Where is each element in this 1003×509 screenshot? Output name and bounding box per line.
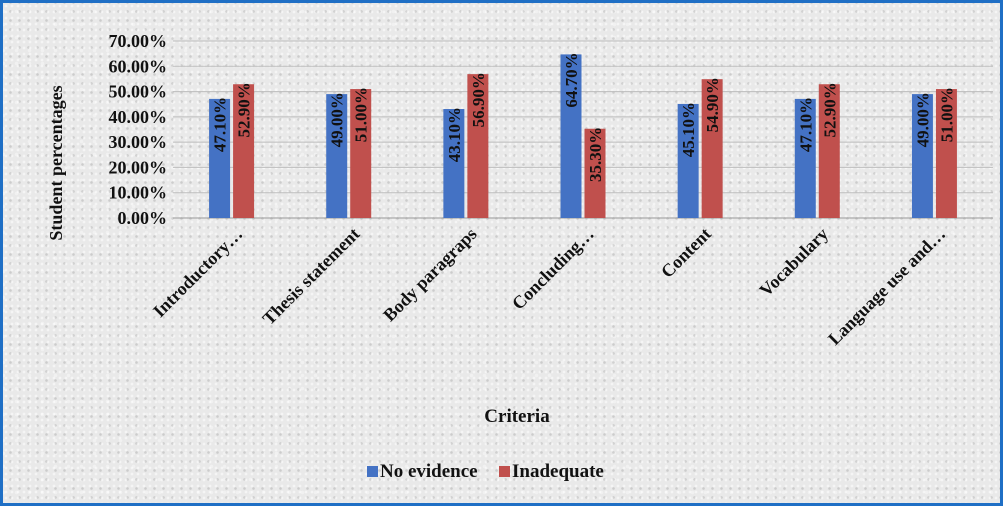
legend-entry: Inadequate (512, 461, 604, 482)
legend-swatch (499, 466, 510, 477)
data-label: 52.90% (235, 82, 254, 137)
data-label: 51.00% (352, 87, 371, 142)
y-tick-label: 0.00% (118, 208, 168, 228)
x-tick-label: Concluding… (508, 224, 598, 314)
y-tick-label: 30.00% (109, 132, 168, 152)
data-label: 49.00% (913, 92, 932, 147)
x-axis-label: Criteria (484, 406, 550, 427)
x-tick-label: Language use and… (824, 224, 949, 349)
y-tick-label: 60.00% (109, 56, 168, 76)
y-axis-label: Student percentages (46, 85, 66, 240)
data-label: 52.90% (820, 82, 839, 137)
y-axis-ticks: 0.00% 10.00% 20.00% 30.00% 40.00% 50.00% 60.00… (109, 31, 168, 228)
x-tick-label: Thesis statement (259, 224, 364, 329)
data-label: 47.10% (796, 97, 815, 152)
data-label: 49.00% (328, 92, 347, 147)
x-tick-label: Body paragraps (379, 224, 480, 325)
x-tick-label: Content (657, 224, 715, 282)
data-label: 35.30% (586, 127, 605, 182)
gridlines (173, 41, 993, 218)
legend: No evidence Inadequate (367, 461, 604, 482)
bar-chart: 0.00% 10.00% 20.00% 30.00% 40.00% 50.00% 60.00… (3, 3, 1003, 509)
y-tick-label: 20.00% (109, 157, 168, 177)
bars (209, 54, 957, 218)
x-tick-label: Introductory… (149, 224, 246, 321)
data-label: 64.70% (562, 52, 581, 107)
y-tick-label: 70.00% (109, 31, 168, 51)
y-tick-label: 10.00% (109, 183, 168, 203)
legend-swatch (367, 466, 378, 477)
data-label: 45.10% (679, 102, 698, 157)
x-axis-ticks: Introductory… Thesis statement Body paragr… (149, 224, 949, 349)
data-label: 51.00% (937, 87, 956, 142)
data-label: 56.90% (469, 72, 488, 127)
legend-entry: No evidence (380, 461, 478, 482)
x-tick-label: Vocabulary (755, 224, 832, 301)
y-tick-label: 40.00% (109, 107, 168, 127)
data-label: 43.10% (445, 107, 464, 162)
data-label: 47.10% (211, 97, 230, 152)
y-tick-label: 50.00% (109, 82, 168, 102)
data-label: 54.90% (703, 77, 722, 132)
